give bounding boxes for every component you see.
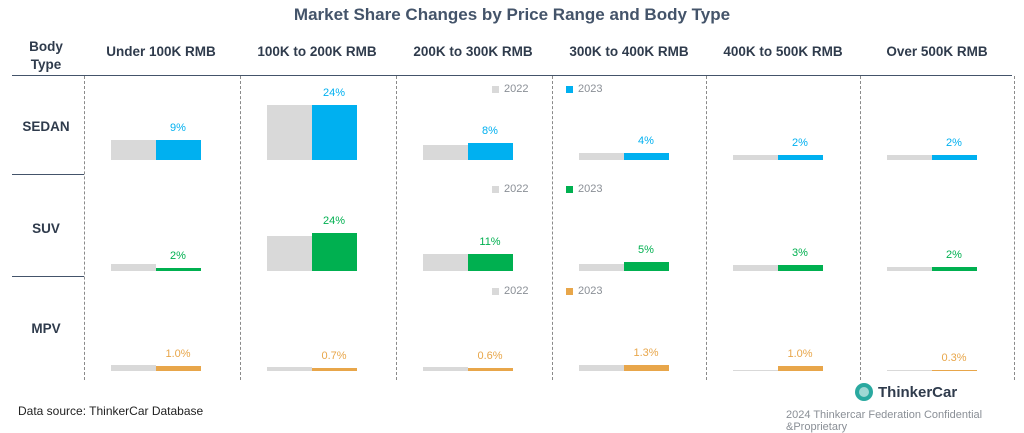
bar-2022 xyxy=(733,265,778,271)
data-label-2023: 2% xyxy=(946,249,962,261)
legend-swatch-2022 xyxy=(492,287,499,295)
bar-2023 xyxy=(156,366,201,371)
bar-2023 xyxy=(312,105,357,160)
chart-title: Market Share Changes by Price Range and … xyxy=(293,5,731,24)
header-rule xyxy=(12,75,1012,76)
legend-label-2023: 2023 xyxy=(578,183,603,195)
bar-2022 xyxy=(111,140,156,160)
data-label-2023: 24% xyxy=(322,87,346,99)
bar-2022 xyxy=(423,367,468,371)
bar-2023 xyxy=(468,253,513,271)
brand-icon xyxy=(855,383,873,401)
column-header: 200K to 300K RMB xyxy=(413,44,533,59)
data-label-2023: 8% xyxy=(482,124,498,137)
bar-2023 xyxy=(468,142,513,160)
bar-2023 xyxy=(778,366,823,371)
bar-2022 xyxy=(267,105,312,160)
legend-swatch-2023 xyxy=(566,185,573,193)
body-type-header: Body Type xyxy=(29,39,63,72)
bar-2022 xyxy=(267,236,312,271)
bar-2022 xyxy=(887,267,932,271)
data-label-2023: 5% xyxy=(638,244,654,256)
data-label-2023: 0.6% xyxy=(477,350,503,362)
data-label-2023: 11% xyxy=(479,235,501,248)
legend-label-2023: 2023 xyxy=(578,83,603,95)
copyright-text: 2024 Thinkercar Federation Confidential … xyxy=(786,409,983,433)
bar-2022 xyxy=(111,263,156,271)
data-label-2023: 1.0% xyxy=(787,348,813,360)
bar-2022 xyxy=(579,365,624,371)
row-label: MPV xyxy=(31,321,61,336)
bar-2022 xyxy=(423,145,468,160)
bar-2022 xyxy=(733,370,778,371)
legend-swatch-2022 xyxy=(492,185,499,193)
bar-2023 xyxy=(778,265,823,271)
bar-2022 xyxy=(267,366,312,371)
bar-2023 xyxy=(624,152,669,160)
data-label-2023: 3% xyxy=(792,247,808,259)
brand-logo: ThinkerCar xyxy=(855,383,957,401)
bar-2023 xyxy=(624,364,669,371)
legend-2023: 2023 xyxy=(566,183,602,195)
column-divider xyxy=(396,76,397,380)
column-divider xyxy=(552,76,553,380)
bar-2023 xyxy=(932,155,977,160)
legend-2022: 2022 xyxy=(492,83,528,95)
column-divider xyxy=(84,76,85,380)
bar-2023 xyxy=(932,369,977,371)
column-divider xyxy=(706,76,707,380)
data-label-2023: 2% xyxy=(792,137,808,149)
column-header: Over 500K RMB xyxy=(886,44,988,59)
column-header: Under 100K RMB xyxy=(106,44,216,59)
legend-2022: 2022 xyxy=(492,183,528,195)
column-header: 300K to 400K RMB xyxy=(569,44,689,59)
bar-2023 xyxy=(312,367,357,371)
row-label: SEDAN xyxy=(22,119,70,134)
bar-2023 xyxy=(932,267,977,271)
data-label-2023: 9% xyxy=(170,122,186,134)
row-rule xyxy=(12,276,84,277)
legend-label-2022: 2022 xyxy=(504,285,529,297)
legend-2023: 2023 xyxy=(566,285,602,297)
legend-swatch-2023 xyxy=(566,287,573,295)
bar-2022 xyxy=(733,155,778,160)
legend-swatch-2023 xyxy=(566,85,573,93)
bar-2022 xyxy=(579,263,624,271)
data-label-2023: 24% xyxy=(322,214,346,227)
legend-label-2022: 2022 xyxy=(504,183,529,195)
bar-2022 xyxy=(887,155,932,160)
bar-2023 xyxy=(468,368,513,371)
bar-2022 xyxy=(887,369,932,371)
data-label-2023: 0.7% xyxy=(321,349,347,362)
bar-2023 xyxy=(156,140,201,160)
legend-label-2023: 2023 xyxy=(578,285,603,297)
data-source: Data source: ThinkerCar Database xyxy=(18,404,204,418)
data-label-2023: 1.3% xyxy=(633,346,659,359)
legend-2022: 2022 xyxy=(492,285,528,297)
bar-2022 xyxy=(111,364,156,371)
column-divider xyxy=(240,76,241,380)
bar-2023 xyxy=(156,267,201,271)
column-divider xyxy=(1014,76,1015,380)
row-rule xyxy=(12,174,84,175)
column-header: 100K to 200K RMB xyxy=(257,44,377,59)
bar-2023 xyxy=(778,155,823,160)
bar-2023 xyxy=(624,262,669,271)
legend-2023: 2023 xyxy=(566,83,602,95)
data-label-2023: 1.0% xyxy=(165,348,191,360)
column-divider xyxy=(860,76,861,380)
legend-label-2022: 2022 xyxy=(504,83,529,95)
data-label-2023: 0.3% xyxy=(941,351,967,364)
data-label-2023: 2% xyxy=(170,249,186,262)
bar-2022 xyxy=(423,253,468,271)
bar-2023 xyxy=(312,232,357,271)
data-label-2023: 4% xyxy=(638,134,654,147)
brand-name: ThinkerCar xyxy=(878,383,958,401)
bar-2022 xyxy=(579,152,624,160)
column-header: 400K to 500K RMB xyxy=(723,44,843,59)
data-label-2023: 2% xyxy=(946,137,962,149)
legend-swatch-2022 xyxy=(492,85,499,93)
row-label: SUV xyxy=(32,221,60,236)
